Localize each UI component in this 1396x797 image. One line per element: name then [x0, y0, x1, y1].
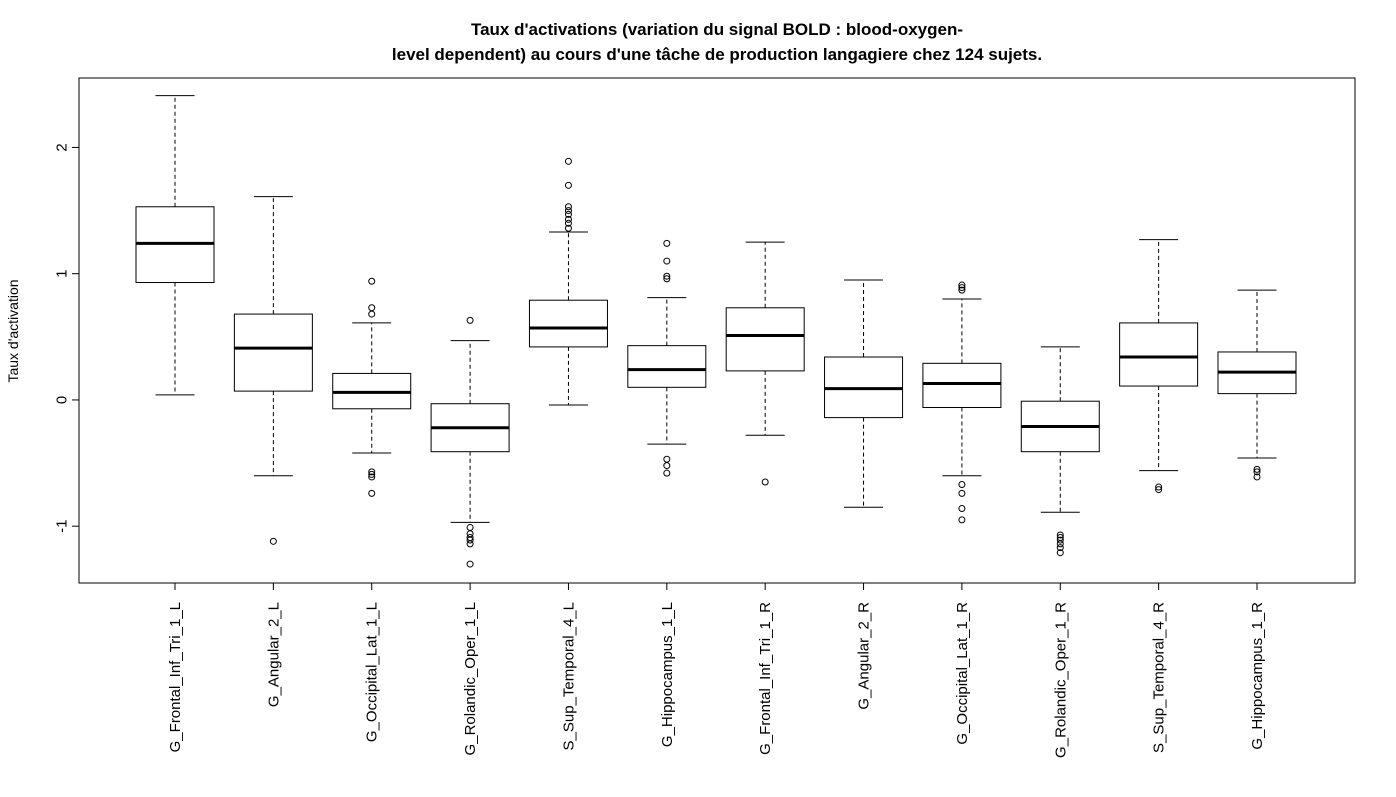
box-G_Occipital_Lat_1_R	[922, 281, 1002, 524]
outlier-point	[466, 560, 474, 568]
outlier-point	[663, 257, 671, 265]
outlier-point	[958, 286, 966, 294]
box-G_Frontal_Inf_Tri_1_R	[725, 241, 805, 486]
iqr-box	[725, 307, 805, 372]
outlier-point	[663, 462, 671, 470]
outlier-point	[761, 478, 769, 486]
outlier-point	[958, 281, 966, 289]
outlier-point	[663, 469, 671, 477]
outlier-point	[368, 468, 376, 476]
box-G_Hippocampus_1_R	[1217, 289, 1297, 481]
outlier-point	[564, 215, 572, 223]
iqr-box	[627, 345, 707, 388]
y-axis-title: Taux d'activation	[5, 279, 21, 382]
outlier-point	[368, 310, 376, 318]
x-tick-label: G_Angular_2_L	[265, 602, 282, 707]
box-S_Sup_Temporal_4_L	[528, 157, 608, 406]
outlier-point	[466, 536, 474, 544]
x-tick-label: G_Rolandic_Oper_1_R	[1052, 602, 1069, 758]
outlier-point	[1155, 483, 1163, 491]
x-tick-label: S_Sup_Temporal_4_L	[560, 602, 577, 750]
outlier-point	[368, 304, 376, 312]
outlier-point	[663, 239, 671, 247]
box-G_Frontal_Inf_Tri_1_L	[135, 95, 215, 396]
outlier-point	[1056, 549, 1064, 557]
outlier-point	[564, 219, 572, 227]
outlier-point	[1056, 536, 1064, 544]
y-tick-label: -1	[53, 520, 70, 533]
outlier-point	[1056, 540, 1064, 548]
outlier-point	[564, 210, 572, 218]
iqr-box	[233, 313, 313, 392]
outlier-point	[1253, 465, 1261, 473]
box-G_Angular_2_L	[233, 196, 313, 545]
x-tick-label: G_Rolandic_Oper_1_L	[462, 602, 479, 755]
outlier-point	[958, 505, 966, 513]
outlier-point	[564, 203, 572, 211]
box-G_Hippocampus_1_L	[627, 239, 707, 477]
y-tick-label: 2	[53, 143, 70, 151]
outlier-point	[466, 540, 474, 548]
iqr-box	[1119, 322, 1199, 387]
x-axis: G_Frontal_Inf_Tri_1_L G_Angular_2_L G_Occi…	[167, 582, 1266, 758]
x-tick-label: G_Frontal_Inf_Tri_1_R	[757, 602, 774, 755]
y-tick-label: 1	[53, 270, 70, 278]
box-G_Rolandic_Oper_1_L	[430, 316, 510, 568]
outlier-point	[368, 470, 376, 478]
chart-title-line-2: level dependent) au cours d'une tâche de…	[392, 45, 1042, 64]
outlier-point	[564, 207, 572, 215]
outlier-point	[663, 272, 671, 280]
boxes	[135, 95, 1297, 568]
outlier-point	[958, 516, 966, 524]
outlier-point	[466, 523, 474, 531]
outlier-point	[466, 316, 474, 324]
outlier-point	[1253, 473, 1261, 481]
outlier-point	[1056, 531, 1064, 539]
box-G_Rolandic_Oper_1_R	[1020, 346, 1100, 557]
outlier-point	[958, 489, 966, 497]
x-tick-label: G_Angular_2_R	[856, 602, 873, 710]
iqr-box	[922, 362, 1002, 409]
x-tick-label: G_Occipital_Lat_1_R	[954, 602, 971, 745]
y-tick-label: 0	[53, 396, 70, 404]
outlier-point	[564, 181, 572, 189]
box-G_Occipital_Lat_1_L	[332, 277, 412, 497]
outlier-point	[663, 275, 671, 283]
outlier-point	[564, 157, 572, 165]
outlier-point	[663, 455, 671, 463]
y-axis: -1 0 1 2	[53, 143, 80, 533]
outlier-point	[564, 224, 572, 232]
outlier-point	[269, 537, 277, 545]
outlier-point	[368, 473, 376, 481]
outlier-point	[1155, 486, 1163, 494]
x-tick-label: G_Hippocampus_1_L	[659, 602, 676, 747]
outlier-point	[368, 277, 376, 285]
x-tick-label: G_Frontal_Inf_Tri_1_L	[167, 602, 184, 752]
outlier-point	[958, 284, 966, 292]
x-tick-label: S_Sup_Temporal_4_R	[1151, 602, 1168, 753]
outlier-point	[368, 489, 376, 497]
outlier-point	[958, 481, 966, 489]
chart-title-line-1: Taux d'activations (variation du signal …	[471, 20, 963, 39]
box-S_Sup_Temporal_4_R	[1119, 239, 1199, 494]
box-G_Angular_2_R	[824, 279, 904, 508]
outlier-point	[1056, 544, 1064, 552]
x-tick-label: G_Hippocampus_1_R	[1249, 602, 1266, 750]
x-tick-label: G_Occipital_Lat_1_L	[364, 602, 381, 742]
outlier-point	[1253, 468, 1261, 476]
iqr-box	[528, 299, 608, 348]
